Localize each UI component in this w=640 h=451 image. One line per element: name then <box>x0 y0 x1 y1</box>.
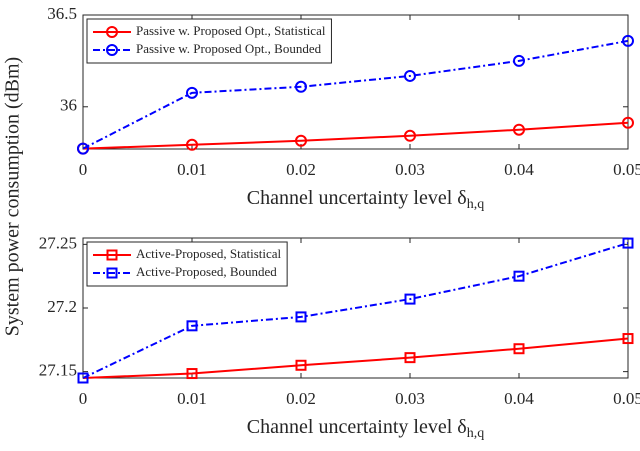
marker <box>513 270 525 282</box>
y-axis-label: System power consumption (dBm) <box>2 57 24 336</box>
marker <box>186 86 198 99</box>
x-axis-label-main: Channel uncertainty level δ <box>247 416 467 438</box>
x-axis-label-main: Channel uncertainty level δ <box>247 187 467 209</box>
legend-box <box>86 18 332 64</box>
x-tick-label: 0.05 <box>613 160 640 179</box>
y-tick-label: 27.2 <box>47 297 77 316</box>
legend-label: Passive w. Proposed Opt., Bounded <box>136 41 322 56</box>
x-tick-label: 0.01 <box>177 160 207 179</box>
legend-marker <box>106 249 118 261</box>
marker <box>77 372 89 384</box>
marker <box>404 352 416 364</box>
marker <box>513 54 525 67</box>
legend-label: Active-Proposed, Statistical <box>136 246 282 261</box>
series-line <box>82 121 629 150</box>
marker <box>295 311 307 323</box>
y-tick-label: 27.25 <box>39 233 77 252</box>
x-tick-label: 0.03 <box>395 160 425 179</box>
marker <box>186 368 198 380</box>
x-tick-label: 0.03 <box>395 389 425 408</box>
marker <box>295 134 307 147</box>
marker <box>404 293 416 305</box>
marker <box>295 80 307 93</box>
marker <box>622 333 634 345</box>
x-axis-label-sub: h,q <box>467 197 485 212</box>
x-tick-label: 0.05 <box>613 389 640 408</box>
legend-label: Passive w. Proposed Opt., Statistical <box>136 23 326 38</box>
marker <box>404 69 416 82</box>
marker <box>186 138 198 151</box>
legend-box <box>86 241 288 287</box>
legend-label: Active-Proposed, Bounded <box>136 264 277 279</box>
legend-marker <box>106 44 118 56</box>
x-axis-label: Channel uncertainty level δh,q <box>247 187 484 213</box>
marker <box>295 359 307 371</box>
legend-marker <box>106 26 118 38</box>
x-axis-label: Channel uncertainty level δh,q <box>247 416 484 442</box>
series-line <box>82 39 629 150</box>
x-tick-label: 0.02 <box>286 389 316 408</box>
marker <box>513 343 525 355</box>
y-tick-label: 36.5 <box>47 4 77 23</box>
y-tick-label: 27.15 <box>39 361 77 380</box>
legend-marker <box>106 267 118 279</box>
marker <box>404 129 416 142</box>
marker <box>622 116 634 129</box>
marker <box>77 142 89 155</box>
x-tick-label: 0.04 <box>504 160 534 179</box>
x-tick-label: 0.02 <box>286 160 316 179</box>
marker <box>186 320 198 332</box>
marker <box>513 123 525 136</box>
x-tick-label: 0.01 <box>177 389 207 408</box>
x-tick-label: 0 <box>79 389 88 408</box>
y-tick-label: 36 <box>60 96 77 115</box>
series-line <box>82 337 629 379</box>
series-line <box>82 242 629 379</box>
x-axis-label-sub: h,q <box>467 426 485 441</box>
marker <box>622 34 634 47</box>
marker <box>622 237 634 249</box>
x-tick-label: 0.04 <box>504 389 534 408</box>
x-tick-label: 0 <box>79 160 88 179</box>
